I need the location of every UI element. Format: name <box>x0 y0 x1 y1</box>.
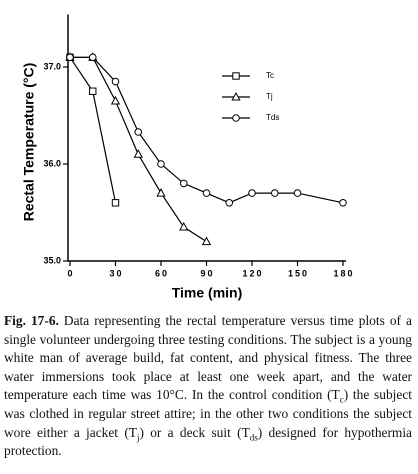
x-tick-label: 180 <box>333 268 354 278</box>
legend-marker <box>232 72 240 80</box>
x-axis-title: Time (min) <box>172 285 243 301</box>
x-tick-label: 120 <box>242 268 263 278</box>
data-point <box>201 236 212 246</box>
data-point <box>202 189 211 197</box>
series-line <box>69 56 117 203</box>
legend-marker <box>231 91 241 101</box>
data-point <box>111 199 120 207</box>
caption-text: ) the subject was clothed in regular str… <box>4 387 412 440</box>
data-point <box>156 188 166 197</box>
legend-label: Tc <box>266 71 274 80</box>
x-tick-label: 150 <box>288 268 309 278</box>
x-tick-label: 0 <box>67 268 74 278</box>
legend-label: Tds <box>266 113 279 122</box>
y-tick-label: 37.0 <box>43 61 61 71</box>
data-point <box>248 189 256 197</box>
caption-text: Data representing the rectal temperature… <box>4 313 412 403</box>
y-axis-title: Rectal Temperature (°C) <box>21 63 37 222</box>
caption-subscript: c <box>339 395 344 406</box>
caption-text: ) or a deck suit (T <box>139 424 250 440</box>
data-point <box>179 222 189 231</box>
y-tick-label: 35.0 <box>43 255 61 265</box>
caption-text: ) designed for hypothermia protection. <box>4 424 412 459</box>
x-tick-label: 30 <box>109 268 123 278</box>
data-point <box>293 189 302 197</box>
data-point <box>66 53 74 62</box>
data-point <box>179 179 188 188</box>
data-point <box>111 77 120 86</box>
y-tick-label: 36.0 <box>43 158 61 168</box>
x-tick-label: 60 <box>155 268 169 278</box>
data-point <box>225 199 234 207</box>
legend-label: Tj <box>266 92 273 101</box>
data-point <box>157 160 165 168</box>
data-point <box>88 53 97 62</box>
chart: Rectal Temperature (°C) Time (min) 35.0 3… <box>21 14 354 301</box>
data-point <box>134 128 143 136</box>
data-point <box>133 149 143 158</box>
data-point <box>270 189 279 197</box>
data-point <box>110 95 121 105</box>
legend-marker <box>232 114 240 122</box>
data-point <box>89 87 97 95</box>
caption-label: Fig. 17-6. <box>4 313 59 328</box>
x-tick-label: 90 <box>200 268 214 278</box>
caption: Fig. 17-6. Data representing the rectal … <box>4 312 412 461</box>
caption-subscript: j <box>136 432 140 443</box>
data-point <box>339 199 347 207</box>
caption-subscript: ds <box>249 432 258 443</box>
